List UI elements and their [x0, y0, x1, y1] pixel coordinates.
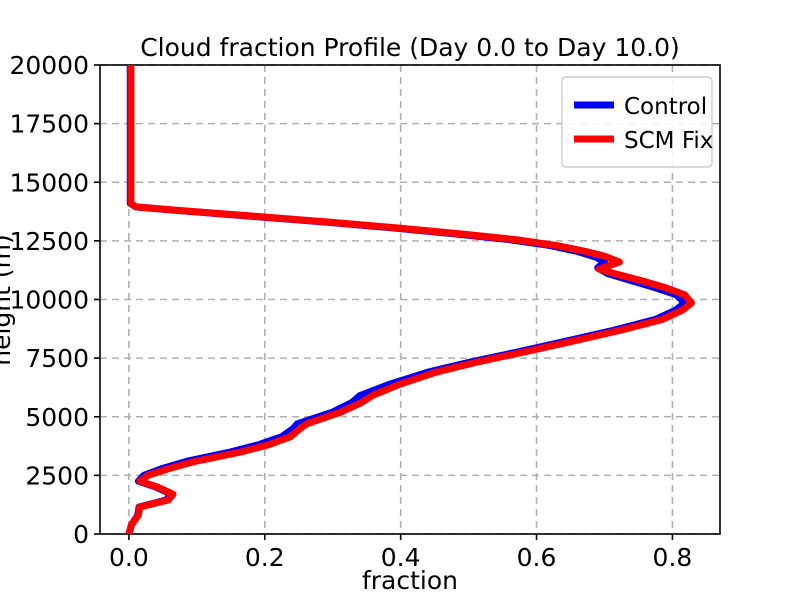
y-ticklabel-1: 2500: [25, 461, 89, 490]
y-ticklabels: 0 2500 5000 7500 10000 12500 15000 17500 20000: [9, 51, 89, 549]
x-ticklabel-1: 0.2: [245, 543, 285, 572]
legend-label-control: Control: [624, 94, 707, 120]
y-ticklabel-7: 17500: [9, 110, 89, 139]
legend-background: [561, 76, 713, 168]
x-ticklabel-2: 0.4: [381, 543, 421, 572]
chart-legend[interactable]: Control SCM Fix: [561, 76, 713, 168]
y-ticklabel-0: 0: [73, 520, 89, 549]
x-axis-label: fraction: [362, 566, 458, 595]
y-ticklabel-5: 12500: [9, 227, 89, 256]
x-ticklabel-4: 0.8: [653, 543, 693, 572]
y-ticklabel-3: 7500: [25, 344, 89, 373]
y-ticklabel-6: 15000: [9, 168, 89, 197]
y-ticklabel-8: 20000: [9, 51, 89, 80]
y-ticklabel-2: 5000: [25, 403, 89, 432]
y-ticklabel-4: 10000: [9, 286, 89, 315]
y-axis-label: height (m): [0, 234, 16, 366]
x-ticklabel-0: 0.0: [109, 543, 149, 572]
x-ticklabels: 0.0 0.2 0.4 0.6 0.8: [109, 543, 692, 572]
legend-label-scm-fix: SCM Fix: [624, 128, 713, 154]
x-ticklabel-3: 0.6: [517, 543, 557, 572]
series-line-scm-fix: [125, 65, 695, 534]
y-tickmarks: [94, 64, 100, 535]
chart-title: Cloud fraction Profile (Day 0.0 to Day 1…: [140, 33, 680, 62]
data-series-group: [125, 65, 695, 534]
x-tickmarks: [128, 534, 674, 540]
